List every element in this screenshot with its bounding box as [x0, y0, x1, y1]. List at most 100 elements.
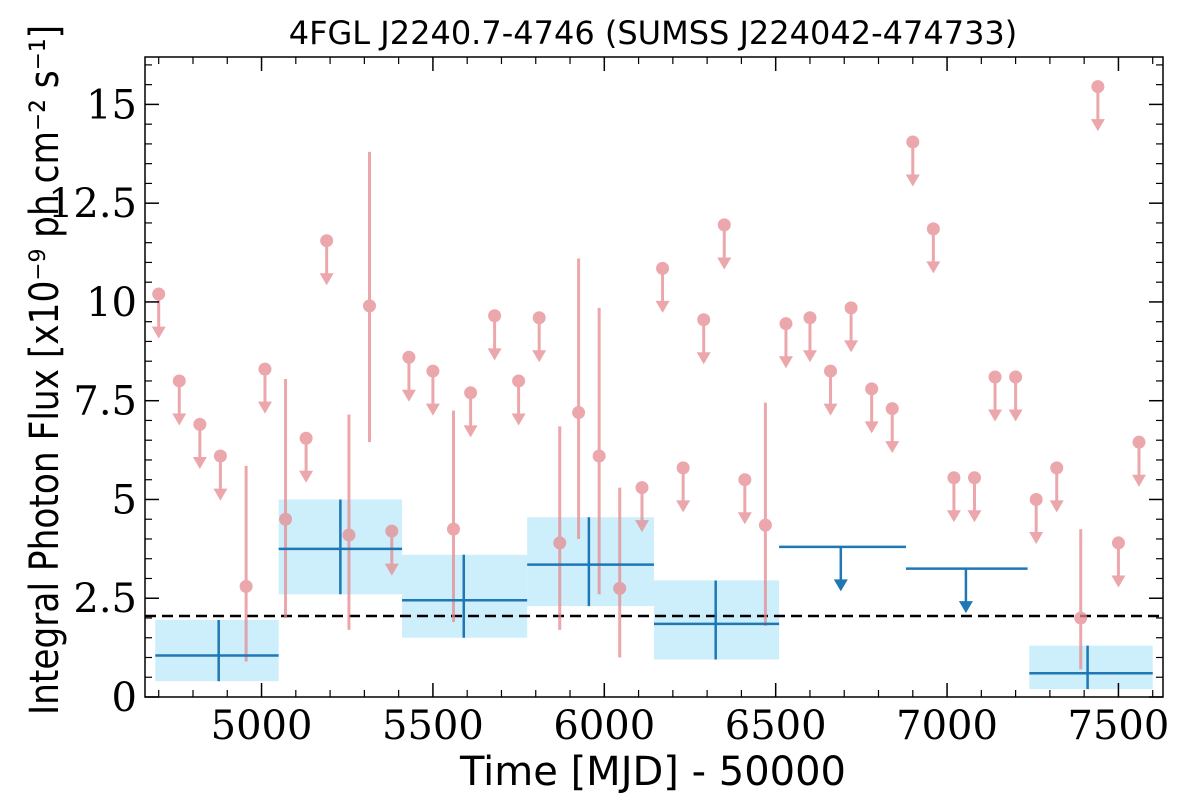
upper-limit-arrow: [463, 425, 478, 438]
fine-point: [464, 386, 478, 400]
fine-upper-limit: [319, 234, 334, 286]
fine-point: [1111, 536, 1125, 550]
fine-upper-limit: [737, 473, 752, 525]
fine-point: [613, 581, 627, 595]
upper-limit-arrow: [1008, 409, 1023, 422]
coarse-bin-series: [155, 499, 1153, 690]
fine-detection: [239, 465, 253, 662]
fine-upper-limit: [1008, 370, 1023, 422]
fine-point: [512, 374, 526, 388]
y-tick-label: 7.5: [73, 379, 137, 425]
fine-point: [824, 364, 838, 378]
y-tick-label: 0: [112, 675, 137, 721]
fine-upper-limit: [1029, 492, 1044, 545]
fine-point: [446, 522, 460, 536]
fine-upper-limit: [864, 382, 879, 434]
fine-upper-limit: [778, 317, 793, 369]
y-tick-label: 5: [112, 477, 137, 523]
fine-detection: [592, 307, 606, 595]
upper-limit-arrow: [635, 520, 650, 533]
fine-point: [635, 481, 649, 495]
fine-upper-limit: [151, 287, 166, 339]
fine-point: [213, 449, 227, 463]
fine-point: [947, 471, 961, 485]
upper-limit-arrow: [1090, 119, 1105, 132]
plot-frame: [144, 56, 1164, 698]
fine-point: [299, 431, 313, 445]
fine-point: [572, 406, 586, 420]
upper-limit-arrow: [717, 257, 732, 270]
upper-limit-arrow: [885, 441, 900, 454]
fine-upper-limit: [967, 471, 982, 523]
fine-upper-limit: [1132, 435, 1147, 487]
upper-limit-arrow: [926, 261, 941, 274]
fine-point: [779, 317, 793, 331]
upper-limit-arrow: [737, 512, 752, 525]
upper-limit-arrow: [487, 348, 502, 361]
fine-upper-limit: [988, 370, 1003, 422]
fine-point: [152, 287, 166, 301]
upper-limit-arrow: [802, 350, 817, 363]
fine-upper-limit: [946, 471, 961, 523]
fine-detection: [363, 151, 377, 443]
fine-upper-limit: [926, 222, 941, 274]
fine-upper-limit: [257, 362, 272, 414]
upper-limit-arrow: [696, 352, 711, 365]
fine-point: [342, 528, 356, 542]
coarse-upper-limit-arrow: [958, 601, 973, 614]
upper-limit-arrow: [257, 401, 272, 414]
fine-point: [1074, 611, 1088, 625]
chart-title: 4FGL J2240.7-4746 (SUMSS J224042-474733): [289, 14, 1018, 52]
x-tick-label: 7500: [1068, 703, 1170, 749]
fine-point: [988, 370, 1002, 384]
fine-upper-limit: [213, 449, 228, 501]
fine-bin-series: [151, 80, 1147, 670]
upper-limit-arrow: [967, 510, 982, 523]
fine-point: [865, 382, 879, 396]
x-tick-label: 5500: [382, 703, 484, 749]
y-tick-label: 10: [86, 280, 137, 326]
fine-upper-limit: [1090, 80, 1105, 132]
fine-detection: [1074, 529, 1088, 670]
upper-limit-arrow: [172, 413, 187, 426]
fine-point: [279, 512, 293, 526]
coarse-upper-limit-arrow: [833, 579, 848, 592]
fine-upper-limit: [823, 364, 838, 416]
x-tick-label: 6000: [553, 703, 655, 749]
fine-detection: [446, 410, 460, 622]
fine-point: [488, 309, 502, 323]
upper-limit-arrow: [299, 470, 314, 483]
fine-point: [426, 364, 440, 378]
fine-point: [1132, 435, 1146, 449]
fine-point: [1009, 370, 1023, 384]
fine-upper-limit: [905, 135, 920, 187]
fine-upper-limit: [425, 364, 440, 416]
fine-point: [906, 135, 920, 149]
y-tick-label: 12.5: [48, 181, 137, 227]
upper-limit-arrow: [864, 421, 879, 434]
fine-upper-limit: [401, 350, 416, 402]
fine-upper-limit: [844, 301, 859, 353]
fine-point: [193, 417, 207, 431]
fine-point: [885, 402, 899, 416]
upper-limit-arrow: [844, 340, 859, 353]
fine-point: [363, 299, 377, 313]
fine-point: [803, 311, 817, 325]
fine-point: [385, 524, 399, 538]
fine-upper-limit: [172, 374, 187, 426]
upper-limit-arrow: [532, 350, 547, 363]
upper-limit-arrow: [425, 403, 440, 416]
fine-upper-limit: [192, 417, 207, 469]
fine-detection: [279, 378, 293, 618]
fine-point: [656, 261, 670, 275]
fine-upper-limit: [511, 374, 526, 426]
fine-detection: [572, 258, 586, 539]
coarse-bin-error-bands: [155, 499, 1153, 690]
fine-upper-limit: [384, 524, 399, 576]
y-tick-label: 15: [86, 82, 137, 128]
fine-point: [758, 518, 772, 532]
fine-point: [717, 218, 731, 232]
upper-limit-arrow: [511, 413, 526, 426]
fine-point: [1050, 461, 1064, 475]
